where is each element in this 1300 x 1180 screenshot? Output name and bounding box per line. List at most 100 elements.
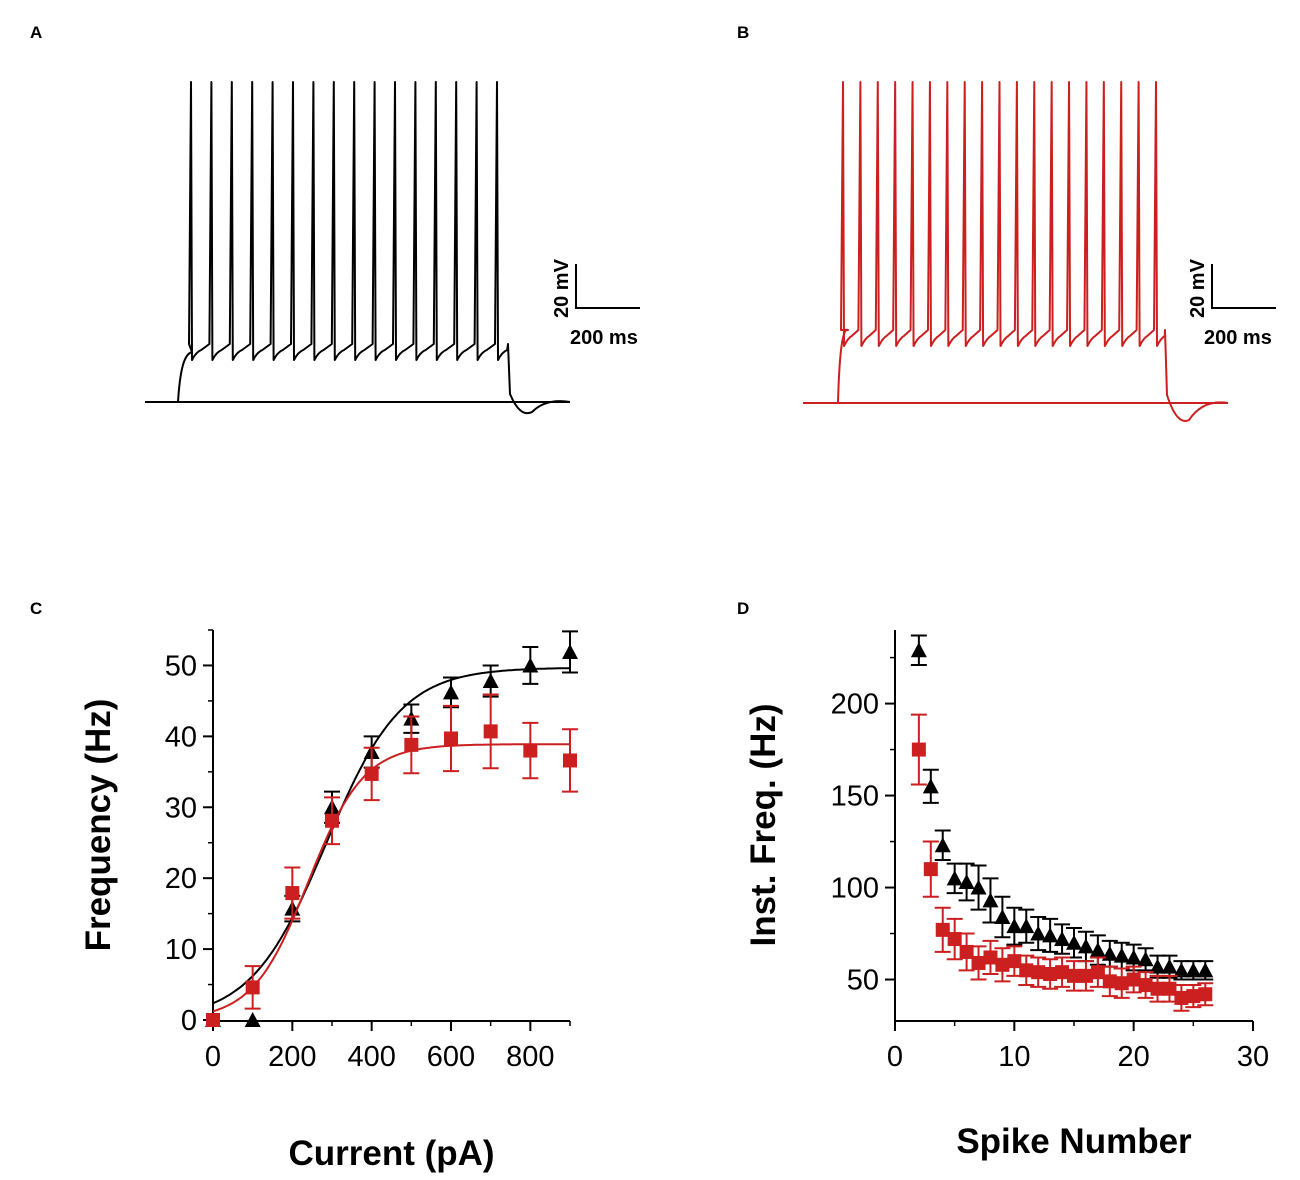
chart-d-point-square — [1138, 978, 1153, 993]
scale-a-time: 200 ms — [570, 327, 638, 349]
trace-a-spike-train — [145, 81, 571, 415]
scale-bar-b-lines — [1211, 264, 1276, 309]
chart-c-ytick-label: 20 — [165, 863, 197, 895]
scale-bar-a: 20 mV 200 ms — [551, 258, 640, 349]
chart-d-point-triangle — [1185, 962, 1202, 978]
chart-d-ytick-label: 100 — [831, 873, 879, 905]
chart-c-series-black — [205, 630, 578, 1027]
chart-d-point-square — [1055, 965, 1070, 980]
chart-d-point-square — [923, 862, 938, 877]
chart-d-point-triangle — [994, 908, 1011, 924]
chart-d-point-triangle — [1113, 947, 1130, 963]
chart-c-point-triangle — [443, 684, 459, 700]
chart-d-point-square — [1186, 989, 1201, 1004]
chart-d-point-square — [1162, 981, 1177, 996]
chart-d-point-triangle — [1042, 927, 1059, 943]
chart-c-point-square — [483, 724, 498, 739]
chart-d-point-triangle — [1066, 934, 1082, 950]
chart-d-point-triangle — [982, 892, 999, 908]
chart-d-point-triangle — [946, 870, 963, 886]
chart-c-xtick-label: 400 — [347, 1041, 395, 1073]
chart-d-xtick-label: 20 — [1118, 1041, 1150, 1073]
chart-c-ytick-label: 30 — [165, 792, 197, 824]
chart-d-point-square — [959, 944, 974, 959]
chart-c-point-square — [206, 1013, 220, 1027]
chart-c-point-square — [285, 886, 300, 901]
chart-d-point-square — [911, 742, 926, 757]
chart-d-ytick-label: 150 — [831, 781, 879, 813]
chart-c-point-triangle — [244, 1012, 261, 1027]
panel-label-d: D — [737, 599, 749, 618]
chart-d-point-square — [1126, 972, 1141, 987]
chart-d-series-red — [910, 713, 1214, 1012]
chart-d-point-square — [1067, 968, 1081, 983]
chart-c-point-triangle — [482, 673, 499, 689]
scale-b-voltage: 20 mV — [1187, 258, 1209, 318]
chart-d-point-triangle — [1018, 918, 1035, 934]
scale-a-voltage: 20 mV — [551, 258, 573, 318]
chart-d-y-title: Inst. Freq. (Hz) — [744, 703, 783, 946]
chart-d-x-title: Spike Number — [956, 1122, 1192, 1161]
chart-c-y-title: Frequency (Hz) — [79, 699, 118, 952]
trace-a — [145, 81, 571, 415]
chart-d-point-triangle — [910, 642, 927, 658]
chart-d-point-triangle — [1089, 942, 1106, 958]
chart-d-point-square — [935, 922, 950, 937]
chart-d-point-square — [947, 932, 962, 947]
chart-c-point-square — [364, 766, 379, 781]
chart-c-point-square — [444, 731, 458, 746]
chart-c-xtick-label: 600 — [427, 1041, 475, 1073]
chart-c: 0 10 20 30 40 50 0 200 400 600 800 Current (pA) Freq… — [79, 629, 578, 1173]
panel-label-b: B — [737, 23, 749, 42]
chart-d-point-square — [1078, 968, 1093, 983]
chart-c-xtick-label: 200 — [268, 1041, 316, 1073]
trace-b — [803, 81, 1229, 422]
chart-d-point-square — [1031, 965, 1046, 980]
chart-c-x-title: Current (pA) — [288, 1134, 494, 1173]
chart-d-point-square — [1174, 990, 1189, 1005]
chart-d-point-square — [1150, 981, 1165, 996]
chart-d-point-triangle — [1006, 918, 1023, 934]
chart-d-point-triangle — [1137, 951, 1154, 967]
chart-d: 50 100 150 200 0 10 20 30 Spike Number Inst. Freq… — [744, 630, 1269, 1161]
chart-d-point-square — [1019, 963, 1034, 978]
chart-c-ytick-label: 10 — [165, 934, 197, 966]
chart-d-point-triangle — [1149, 958, 1166, 974]
chart-d-xtick-label: 0 — [887, 1041, 903, 1073]
chart-d-point-square — [1007, 954, 1022, 969]
chart-d-point-square — [1198, 987, 1213, 1002]
chart-d-point-square — [1102, 974, 1117, 989]
chart-d-point-triangle — [958, 874, 975, 890]
chart-c-ytick-label: 0 — [181, 1005, 197, 1037]
chart-d-point-square — [971, 955, 986, 970]
chart-c-point-square — [325, 813, 339, 828]
chart-c-point-triangle — [562, 643, 578, 659]
chart-d-point-triangle — [1125, 949, 1142, 965]
trace-b-spike-train — [803, 81, 1229, 422]
chart-d-point-triangle — [1173, 962, 1190, 978]
chart-d-point-triangle — [934, 837, 951, 853]
chart-d-series-black — [910, 634, 1214, 981]
chart-d-point-triangle — [1161, 958, 1178, 974]
chart-d-point-triangle — [1101, 945, 1118, 961]
panel-label-c: C — [30, 599, 42, 618]
chart-d-point-triangle — [970, 879, 987, 895]
chart-d-point-square — [1090, 965, 1105, 980]
chart-c-xtick-label: 800 — [506, 1041, 554, 1073]
chart-c-xtick-label: 0 — [205, 1041, 221, 1073]
scale-bar-b: 20 mV 200 ms — [1187, 258, 1276, 349]
scale-bar-a-lines — [575, 264, 640, 309]
chart-d-point-triangle — [1077, 938, 1094, 954]
scale-b-time: 200 ms — [1204, 327, 1272, 349]
chart-d-point-square — [983, 950, 998, 965]
chart-d-xtick-label: 10 — [998, 1041, 1030, 1073]
chart-c-ytick-label: 40 — [165, 721, 197, 753]
chart-c-fit-black — [212, 667, 571, 1005]
chart-d-xtick-label: 30 — [1237, 1041, 1269, 1073]
chart-d-ytick-label: 200 — [831, 689, 879, 721]
panel-label-a: A — [30, 23, 42, 42]
chart-c-series-red — [206, 693, 578, 1027]
chart-c-ytick-label: 50 — [165, 650, 197, 682]
chart-d-point-square — [1114, 976, 1129, 991]
